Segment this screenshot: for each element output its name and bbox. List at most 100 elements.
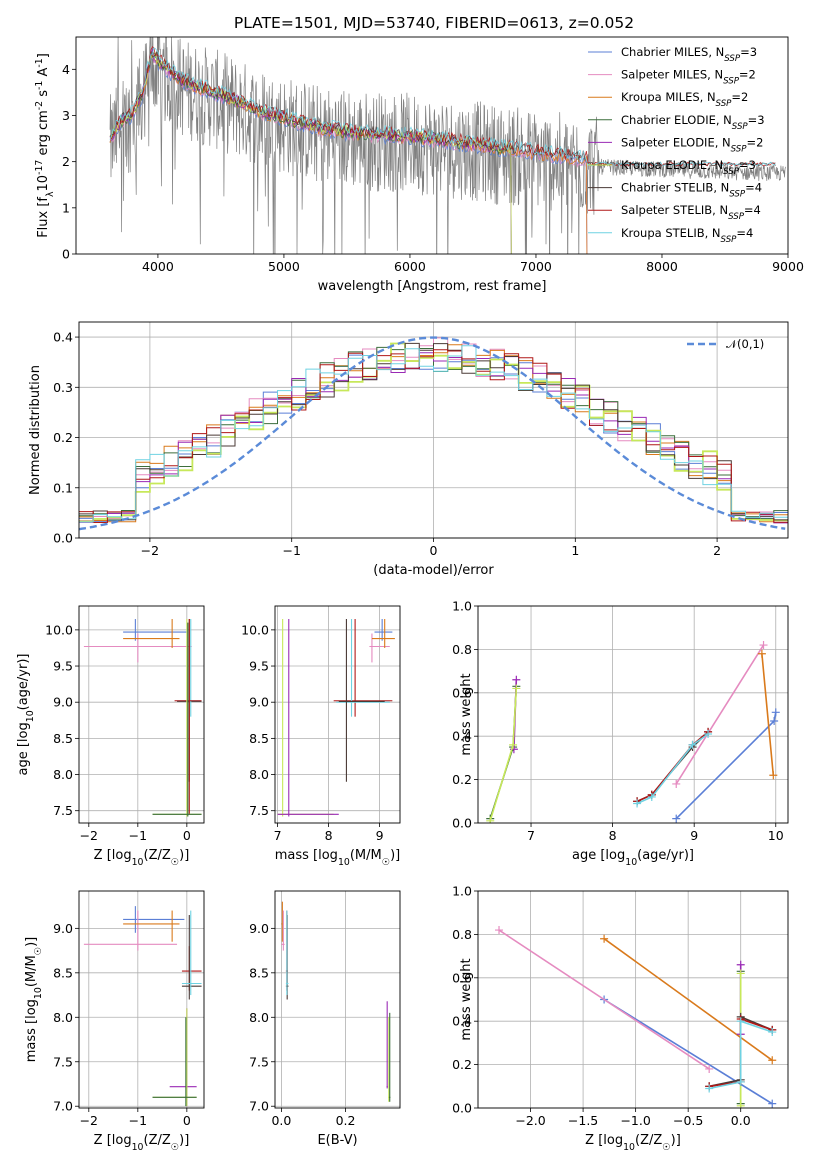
y-tick-label: 7.5 <box>249 803 269 818</box>
axes-spectrum: 4000 5000 6000 7000 8000 9000 0 1 2 3 4 wavelength … <box>34 36 804 294</box>
model-spectrum-kroupa-stelib <box>109 47 776 167</box>
marker-kroupa-elodie <box>512 684 521 693</box>
y-tick-label: 7.0 <box>249 1099 269 1114</box>
y-tick-label: 0.8 <box>452 642 472 657</box>
x-tick-label: 4000 <box>142 259 174 274</box>
gaussian-curve <box>79 336 786 531</box>
x-axis-label: mass [log10(M/M☉)] <box>275 848 401 868</box>
residual-histogram-salpeter-miles <box>79 337 788 521</box>
y-tick-label: 8.0 <box>249 767 269 782</box>
y-tick-label: 0.2 <box>53 430 73 445</box>
x-tick-label: −2 <box>80 828 98 843</box>
y-axis-label: mass weight <box>459 673 474 755</box>
legend-label: Kroupa ELODIE, NSSP=3 <box>621 158 756 177</box>
series-line-kroupa-stelib <box>709 1020 773 1090</box>
legend-label: Kroupa MILES, NSSP=2 <box>621 90 748 109</box>
axes-residuals: −2 −1 0 1 2 0.0 0.1 0.2 0.3 0.4 (data-model)/error… <box>28 321 789 578</box>
axes-frame <box>78 605 205 824</box>
y-tick-label: 9.0 <box>53 695 73 710</box>
y-tick-label: 0.4 <box>53 330 73 345</box>
marker-salpeter-miles <box>495 926 504 935</box>
x-axis-label: Z [log10(Z/Z☉)] <box>585 1133 681 1153</box>
series-line-chabrier-miles <box>603 998 773 1105</box>
x-tick-label: 9000 <box>772 259 804 274</box>
marker-kroupa-stelib <box>704 730 713 739</box>
y-axis-label: Flux [fλ10-17 erg cm-2 s-1 A-1] <box>34 53 56 238</box>
marker-kroupa-stelib <box>736 1017 745 1026</box>
marker-kroupa-elodie <box>736 969 745 978</box>
y-tick-label: 7.5 <box>53 1054 73 1069</box>
x-axis-label: age [log10(age/yr)] <box>572 848 694 868</box>
marker-chabrier-miles <box>770 717 779 726</box>
x-tick-label: 0.2 <box>336 1113 356 1128</box>
x-tick-label: 8 <box>325 828 333 843</box>
y-tick-label: 0.2 <box>452 1057 472 1072</box>
x-tick-label: 8000 <box>646 259 678 274</box>
marker-kroupa-miles <box>769 771 778 780</box>
plot-area <box>83 619 202 817</box>
x-tick-label: 9 <box>376 828 384 843</box>
plot-area <box>109 37 786 254</box>
legend-label: Kroupa STELIB, NSSP=4 <box>621 226 753 245</box>
x-tick-label: −1.5 <box>568 1113 598 1128</box>
y-axis-label: Normed distribution <box>28 365 43 495</box>
y-tick-label: 0.0 <box>53 531 73 546</box>
y-tick-label: 0.4 <box>452 1014 472 1029</box>
y-tick-label: 0.8 <box>452 927 472 942</box>
series-line-kroupa-miles <box>761 653 775 776</box>
marker-salpeter-miles <box>759 641 768 650</box>
series-line-kroupa-elodie <box>489 688 518 822</box>
y-tick-label: 7.5 <box>249 1054 269 1069</box>
legend-label: Salpeter STELIB, NSSP=4 <box>621 203 761 222</box>
x-axis-label: (data-model)/error <box>373 563 494 578</box>
figure-title: PLATE=1501, MJD=53740, FIBERID=0613, z=0… <box>234 14 634 32</box>
y-tick-label: 9.5 <box>249 659 269 674</box>
y-axis-label: age [log10(age/yr)] <box>16 654 36 776</box>
series-line-chabrier-elodie <box>489 686 518 819</box>
axes-weight_vs_Z: −2.0 −1.5 −1.0 −0.5 0.0 0.0 0.2 0.4 0.6 0.8 1.0 Z [… <box>452 884 789 1153</box>
x-tick-label: 2 <box>713 543 721 558</box>
y-tick-label: 8.0 <box>53 767 73 782</box>
axes-frame <box>477 605 789 824</box>
marker-kroupa-stelib <box>688 740 697 749</box>
x-tick-label: −1 <box>282 543 300 558</box>
series-line-kroupa-stelib <box>636 733 709 805</box>
series-line-salpeter-miles <box>675 644 765 785</box>
x-tick-label: 6000 <box>394 259 426 274</box>
y-tick-label: 9.0 <box>249 695 269 710</box>
y-tick-label: 2 <box>62 154 70 169</box>
plot-area <box>281 901 391 1102</box>
axes-frame <box>274 890 401 1109</box>
y-tick-label: 7.0 <box>53 1099 73 1114</box>
spectrum-legend: Chabrier MILES, NSSP=3 Salpeter MILES, NS… <box>588 45 765 245</box>
y-tick-label: 8.5 <box>249 731 269 746</box>
legend-label: Salpeter MILES, NSSP=2 <box>621 68 756 87</box>
marker-kroupa-miles <box>768 1056 777 1065</box>
y-tick-label: 8.5 <box>249 965 269 980</box>
marker-salpeter-miles <box>705 1064 714 1073</box>
marker-kroupa-elodie <box>486 816 495 823</box>
x-tick-label: 7 <box>274 828 282 843</box>
series-line-chabrier-miles <box>675 712 777 820</box>
y-tick-label: 1.0 <box>452 884 472 899</box>
y-tick-label: 0.0 <box>452 1101 472 1116</box>
y-tick-label: 10.0 <box>241 622 269 637</box>
plot-area <box>486 641 780 823</box>
marker-kroupa-stelib <box>705 1084 714 1093</box>
residual-legend: 𝒩(0,1) <box>687 337 764 351</box>
x-tick-label: −1 <box>129 828 147 843</box>
x-tick-label: −1.0 <box>620 1113 650 1128</box>
plot-area <box>277 619 395 817</box>
axes-frame <box>477 890 789 1109</box>
x-tick-label: 0 <box>183 828 191 843</box>
x-tick-label: −2 <box>141 543 159 558</box>
marker-salpeter-elodie <box>736 960 745 969</box>
marker-kroupa-stelib <box>768 1028 777 1037</box>
y-tick-label: 4 <box>62 62 70 77</box>
legend-label: Chabrier MILES, NSSP=3 <box>621 45 757 64</box>
marker-chabrier-miles <box>771 708 780 717</box>
marker-salpeter-elodie <box>512 675 521 684</box>
axes-mass_vs_Z: −2 −1 0 7.0 7.5 8.0 8.5 9.0 Z [log10(Z/Z☉)] mass … <box>24 890 205 1153</box>
legend-label: Salpeter ELODIE, NSSP=2 <box>621 135 763 154</box>
